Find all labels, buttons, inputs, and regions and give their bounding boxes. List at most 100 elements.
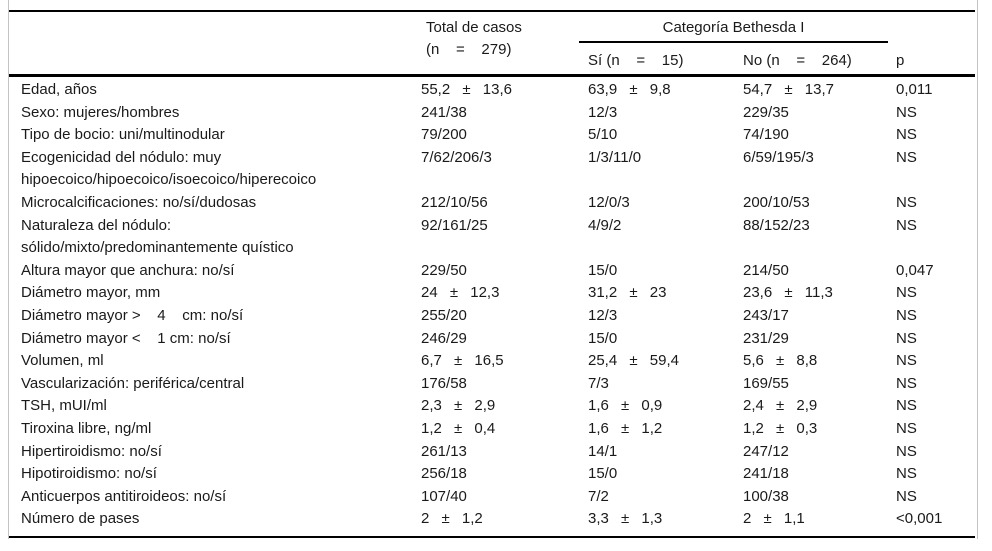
no-value: 200/10/53 xyxy=(743,193,810,211)
p-value: NS xyxy=(896,126,917,144)
total-header-line1: Total de casos xyxy=(426,19,522,36)
table-row: Hipotiroidismo: no/sí 256/18 15/0 241/18… xyxy=(9,463,977,486)
row-label: Diámetro mayor, mm xyxy=(21,284,161,302)
table-body: Edad, años 55,2 ± 13,6 63,9 ± 9,8 54,7 ±… xyxy=(9,79,977,531)
yes-value: 7/2 xyxy=(588,487,609,505)
row-label: Tipo de bocio: uni/multinodular xyxy=(21,126,225,144)
total-value: 246/29 xyxy=(421,329,467,347)
p-value: NS xyxy=(896,329,917,347)
no-value: 100/38 xyxy=(743,487,789,505)
p-value: NS xyxy=(896,442,917,460)
p-value: NS xyxy=(896,103,917,121)
total-value: 79/200 xyxy=(421,126,467,144)
yes-value: 63,9 ± 9,8 xyxy=(588,81,671,98)
total-header-line2: (n = 279) xyxy=(426,41,512,58)
no-value: 23,6 ± 11,3 xyxy=(743,284,833,302)
total-value: 212/10/56 xyxy=(421,193,488,211)
p-value: 0,047 xyxy=(896,261,934,279)
no-value: 6/59/195/3 xyxy=(743,148,814,166)
p-value: <0,001 xyxy=(896,510,943,528)
yes-value: 12/0/3 xyxy=(588,193,630,211)
column-header-yes: Sí (n = 15) xyxy=(588,52,684,69)
table-bottom-rule xyxy=(9,536,975,538)
p-value: NS xyxy=(896,216,917,234)
row-label: Ecogenicidad del nódulo: muy hipoecoico/… xyxy=(21,148,317,189)
row-label: Microcalcificaciones: no/sí/dudosas xyxy=(21,193,257,211)
row-label: Sexo: mujeres/hombres xyxy=(21,103,180,121)
p-value: NS xyxy=(896,487,917,505)
yes-value: 31,2 ± 23 xyxy=(588,284,667,302)
row-label: Anticuerpos antitiroideos: no/sí xyxy=(21,487,227,505)
total-value: 6,7 ± 16,5 xyxy=(421,352,504,370)
no-value: 2 ± 1,1 xyxy=(743,510,805,528)
column-header-p: p xyxy=(896,52,905,69)
no-value: 241/18 xyxy=(743,465,789,483)
total-value: 55,2 ± 13,6 xyxy=(421,81,512,98)
p-value: NS xyxy=(896,148,917,166)
total-value: 229/50 xyxy=(421,261,467,279)
total-value: 24 ± 12,3 xyxy=(421,284,500,302)
yes-value: 5/10 xyxy=(588,126,618,144)
p-value: 0,011 xyxy=(896,81,933,98)
no-value: 169/55 xyxy=(743,374,789,392)
total-value: 92/161/25 xyxy=(421,216,488,234)
table-row: Edad, años 55,2 ± 13,6 63,9 ± 9,8 54,7 ±… xyxy=(9,79,977,102)
p-value: NS xyxy=(896,419,917,437)
total-value: 7/62/206/3 xyxy=(421,148,492,166)
p-value: NS xyxy=(896,465,917,483)
no-value: 247/12 xyxy=(743,442,789,460)
table-row: Sexo: mujeres/hombres 241/38 12/3 229/35… xyxy=(9,102,977,125)
no-value: 2,4 ± 2,9 xyxy=(743,397,818,415)
row-label: Edad, años xyxy=(21,81,97,98)
total-value: 176/58 xyxy=(421,374,467,392)
table-row: TSH, mUI/ml 2,3 ± 2,9 1,6 ± 0,9 2,4 ± 2,… xyxy=(9,395,977,418)
total-value: 241/38 xyxy=(421,103,467,121)
yes-value: 1,6 ± 0,9 xyxy=(588,397,663,415)
yes-value: 3,3 ± 1,3 xyxy=(588,510,663,528)
row-label: Hipotiroidismo: no/sí xyxy=(21,465,157,483)
yes-value: 4/9/2 xyxy=(588,216,622,234)
column-header-total: Total de casos (n = 279) xyxy=(426,17,522,61)
total-value: 255/20 xyxy=(421,306,467,324)
table-row: Naturaleza del nódulo: sólido/mixto/pred… xyxy=(9,215,977,260)
row-label: Número de pases xyxy=(21,510,140,528)
table-row: Diámetro mayor, mm 24 ± 12,3 31,2 ± 23 2… xyxy=(9,282,977,305)
p-value: NS xyxy=(896,193,917,211)
table-row: Número de pases 2 ± 1,2 3,3 ± 1,3 2 ± 1,… xyxy=(9,508,977,531)
table-row: Hipertiroidismo: no/sí 261/13 14/1 247/1… xyxy=(9,441,977,464)
table-row: Anticuerpos antitiroideos: no/sí 107/40 … xyxy=(9,486,977,509)
p-value: NS xyxy=(896,306,917,324)
total-value: 261/13 xyxy=(421,442,467,460)
yes-value: 1,6 ± 1,2 xyxy=(588,419,663,437)
no-value: 1,2 ± 0,3 xyxy=(743,419,818,437)
yes-value: 15/0 xyxy=(588,465,618,483)
p-value: NS xyxy=(896,397,917,415)
no-value: 74/190 xyxy=(743,126,789,144)
table-frame: Total de casos (n = 279) Categoría Bethes… xyxy=(8,0,978,539)
total-value: 2,3 ± 2,9 xyxy=(421,397,496,415)
row-label: Diámetro mayor > 4 cm: no/sí xyxy=(21,306,244,324)
row-label: Vascularización: periférica/central xyxy=(21,374,245,392)
column-group-header-bethesda: Categoría Bethesda I xyxy=(579,17,888,43)
yes-value: 12/3 xyxy=(588,306,618,324)
table-row: Diámetro mayor > 4 cm: no/sí 255/20 12/3… xyxy=(9,305,977,328)
column-header-no: No (n = 264) xyxy=(743,52,852,69)
table-header: Total de casos (n = 279) Categoría Bethes… xyxy=(9,0,977,77)
total-value: 107/40 xyxy=(421,487,467,505)
table-row: Diámetro mayor < 1 cm: no/sí 246/29 15/0… xyxy=(9,328,977,351)
yes-value: 25,4 ± 59,4 xyxy=(588,352,679,370)
yes-value: 7/3 xyxy=(588,374,609,392)
p-value: NS xyxy=(896,374,917,392)
row-label: Diámetro mayor < 1 cm: no/sí xyxy=(21,329,231,347)
total-value: 1,2 ± 0,4 xyxy=(421,419,496,437)
yes-value: 15/0 xyxy=(588,329,618,347)
table-row: Altura mayor que anchura: no/sí 229/50 1… xyxy=(9,260,977,283)
yes-value: 14/1 xyxy=(588,442,618,460)
row-label: TSH, mUI/ml xyxy=(21,397,107,415)
no-value: 243/17 xyxy=(743,306,789,324)
no-value: 229/35 xyxy=(743,103,789,121)
table-row: Volumen, ml 6,7 ± 16,5 25,4 ± 59,4 5,6 ±… xyxy=(9,350,977,373)
total-value: 256/18 xyxy=(421,465,467,483)
table-top-rule xyxy=(9,10,975,12)
row-label: Naturaleza del nódulo: sólido/mixto/pred… xyxy=(21,216,294,257)
